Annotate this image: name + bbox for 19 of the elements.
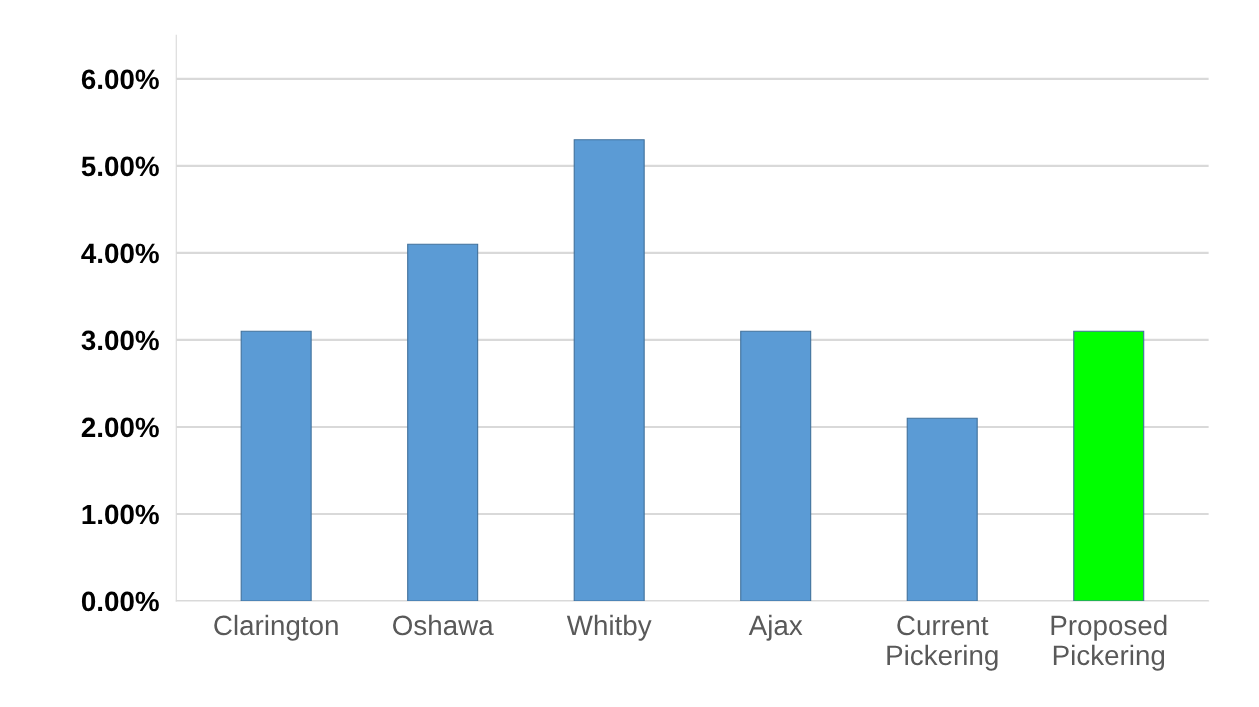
x-tick-label: Current Pickering <box>887 615 998 671</box>
bar <box>573 139 645 601</box>
bar <box>740 330 812 601</box>
bar <box>240 330 312 601</box>
y-tick-label: 1.00% <box>82 504 159 525</box>
y-tick-label: 0.00% <box>81 591 159 612</box>
bar <box>906 417 978 601</box>
x-tick-label: Ajax <box>748 614 803 641</box>
y-tick-label: 6.00% <box>81 69 159 90</box>
x-tick-label: Whitby <box>566 614 652 641</box>
y-tick-label: 2.00% <box>81 417 159 438</box>
y-tick-label: 5.00% <box>81 156 159 177</box>
x-tick-label: Proposed Pickering <box>1051 614 1167 671</box>
x-tick-label: Oshawa <box>393 614 494 636</box>
y-tick-label: 4.00% <box>81 243 159 264</box>
bar <box>407 243 479 601</box>
x-tick-label: Clarington <box>214 614 338 641</box>
y-tick-label: 3.00% <box>81 330 159 351</box>
bar <box>1073 330 1145 601</box>
